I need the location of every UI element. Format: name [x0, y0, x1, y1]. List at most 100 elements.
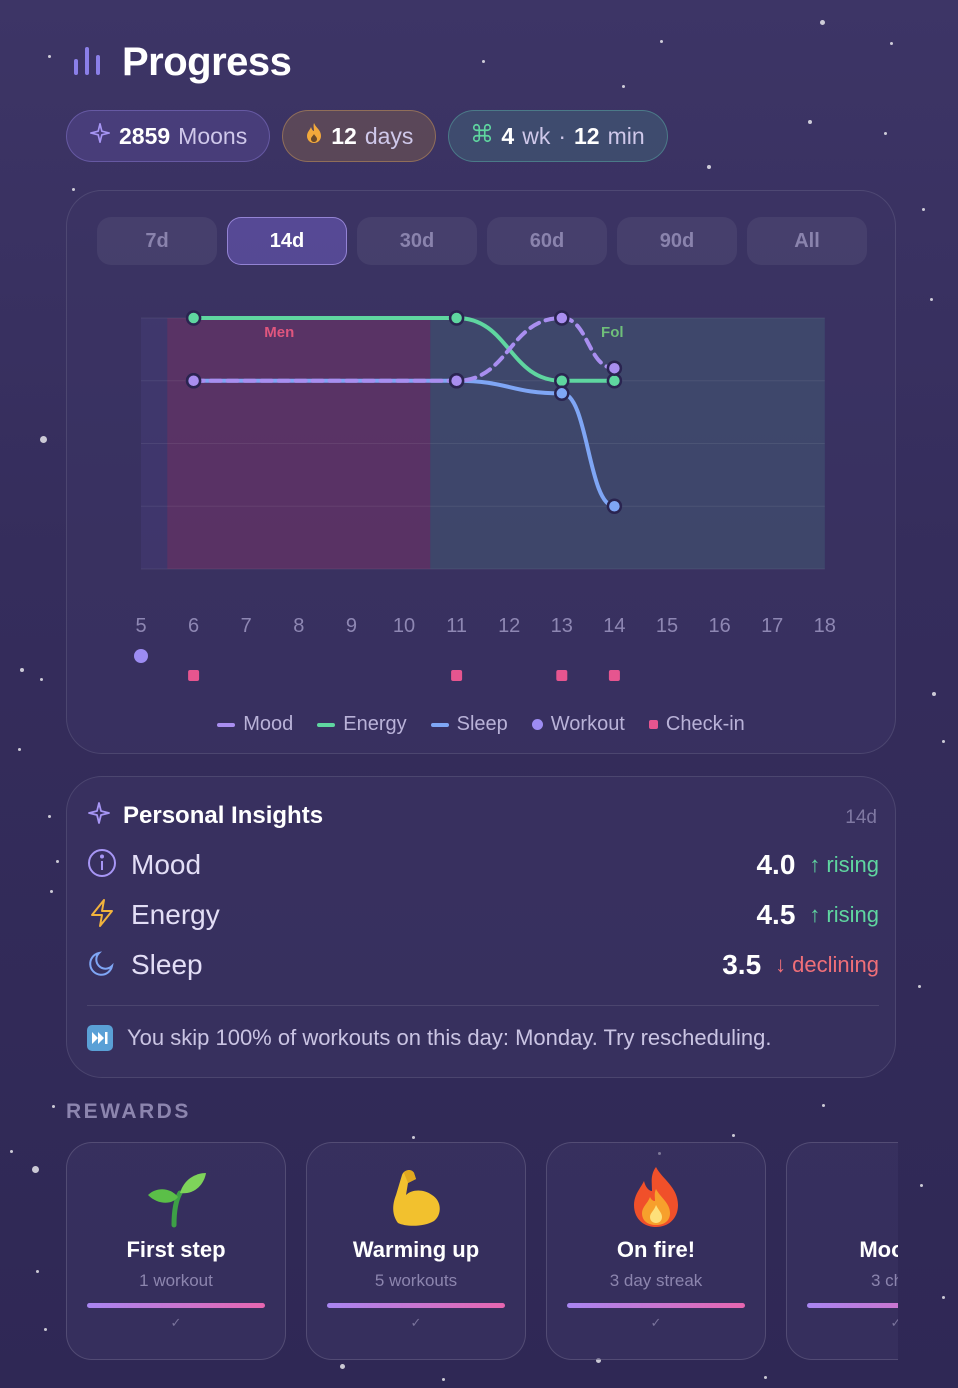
- reward-subtitle: 3 chec: [870, 1271, 898, 1290]
- sparkle-icon: [87, 801, 111, 830]
- star: [40, 436, 47, 443]
- page-title: Progress: [122, 40, 292, 84]
- trend-chart: Men Fol 5 6 7 8 9 10 11 12 13 14 15 16 17 18: [134, 310, 836, 681]
- metric-mood: Mood 4.0 ↑ rising: [87, 845, 879, 885]
- insights-period: 14d: [845, 807, 877, 828]
- reward-card[interactable]: First step 1 workout ✓: [66, 1142, 286, 1360]
- range-button-30d[interactable]: 30d: [357, 217, 477, 265]
- range-button-14d[interactable]: 14d: [227, 217, 347, 265]
- flame-icon: [305, 122, 323, 150]
- x-tick-label: 16: [708, 615, 730, 637]
- reward-subtitle: 5 workouts: [374, 1271, 458, 1290]
- x-tick-label: 5: [135, 615, 146, 637]
- x-tick-label: 9: [346, 615, 357, 637]
- legend-swatch: [217, 722, 236, 727]
- insights-card: Personal Insights 14d Mood 4.0 ↑ rising …: [66, 776, 896, 1078]
- data-point-energy: [448, 310, 465, 326]
- legend-checkin: Check-in: [648, 713, 745, 736]
- fire-icon: [547, 1165, 765, 1229]
- checkin-marker: [608, 670, 620, 681]
- reward-progress: [807, 1303, 898, 1308]
- plot-area: [141, 318, 825, 569]
- star: [660, 40, 663, 43]
- legend-workout: Workout: [531, 713, 625, 736]
- x-tick-label: 8: [293, 615, 304, 637]
- moons-label: Moons: [178, 122, 248, 149]
- reward-progress: [327, 1303, 505, 1308]
- check-icon: ✓: [650, 1315, 662, 1330]
- reward-title: First step: [126, 1237, 226, 1262]
- metric-trend: ↑ rising: [809, 902, 879, 928]
- workout-marker: [134, 649, 148, 663]
- star: [820, 20, 825, 25]
- legend-energy: Energy: [317, 713, 407, 736]
- star: [36, 1270, 39, 1273]
- reward-progress: [87, 1303, 265, 1308]
- star: [340, 1364, 345, 1369]
- time-minutes: 12: [574, 122, 600, 149]
- check-icon: ✓: [170, 1315, 182, 1330]
- streak-chip[interactable]: 12 days: [282, 110, 437, 162]
- reward-card[interactable]: Moon r 3 chec ✓: [786, 1142, 898, 1360]
- check-icon: ✓: [890, 1315, 898, 1330]
- star: [707, 165, 711, 169]
- time-chip[interactable]: 4 wk · 12 min: [448, 110, 668, 162]
- reward-title: Warming up: [352, 1237, 480, 1262]
- star: [764, 1376, 767, 1379]
- rewards-heading: REWARDS: [66, 1100, 191, 1123]
- data-point-mood: [185, 373, 202, 389]
- metric-name: Mood: [131, 849, 202, 880]
- star: [808, 120, 812, 124]
- reward-card[interactable]: On fire! 3 day streak ✓: [546, 1142, 766, 1360]
- streak-value: 12: [331, 122, 357, 149]
- time-separator: ·: [558, 122, 566, 149]
- seedling-icon: [67, 1165, 285, 1229]
- arrow-up-icon: ↑: [809, 902, 821, 927]
- range-button-all[interactable]: All: [747, 217, 867, 265]
- lightning-icon: [87, 898, 117, 933]
- moons-chip[interactable]: 2859 Moons: [66, 110, 271, 162]
- x-tick-label: 10: [393, 615, 415, 637]
- insight-tip: You skip 100% of workouts on this day: M…: [87, 1025, 879, 1051]
- star: [884, 132, 887, 135]
- metric-trend: ↑ rising: [809, 852, 879, 878]
- rewards-carousel[interactable]: First step 1 workout ✓ Warming up 5 work…: [66, 1142, 898, 1362]
- range-button-90d[interactable]: 90d: [617, 217, 737, 265]
- star: [622, 85, 625, 88]
- time-minutes-label: min: [607, 122, 645, 149]
- reward-card[interactable]: Warming up 5 workouts ✓: [306, 1142, 526, 1360]
- star: [52, 1105, 55, 1108]
- metric-name: Energy: [131, 899, 220, 930]
- star: [482, 60, 485, 63]
- sparkle-icon: [89, 122, 111, 150]
- legend-sleep: Sleep: [430, 713, 508, 736]
- x-tick-label: 6: [188, 615, 199, 637]
- checkin-marker: [451, 670, 463, 681]
- star: [920, 1184, 923, 1187]
- data-point-sleep: [554, 385, 570, 402]
- reward-subtitle: 1 workout: [139, 1271, 213, 1290]
- data-point-energy: [554, 373, 570, 389]
- check-icon: ✓: [410, 1315, 422, 1330]
- range-button-60d[interactable]: 60d: [487, 217, 607, 265]
- checkin-marker: [556, 670, 568, 681]
- range-button-7d[interactable]: 7d: [97, 217, 217, 265]
- crescent-moon-icon: [787, 1165, 898, 1229]
- star: [932, 692, 936, 696]
- star: [918, 985, 921, 988]
- phase-label: Fol: [601, 324, 624, 341]
- trend-label: rising: [826, 902, 879, 927]
- metric-value: 4.5: [756, 899, 796, 930]
- star: [890, 42, 893, 45]
- phase-label: Men: [264, 324, 294, 341]
- star: [40, 678, 43, 681]
- star: [18, 748, 21, 751]
- x-tick-label: 15: [656, 615, 678, 637]
- insights-title: Personal Insights: [123, 801, 324, 829]
- reward-subtitle: 3 day streak: [609, 1271, 703, 1290]
- arrow-up-icon: ↑: [809, 852, 821, 877]
- data-point-sleep: [606, 498, 623, 514]
- x-tick-label: 7: [241, 615, 252, 637]
- star: [942, 1296, 945, 1299]
- info-icon: [87, 848, 117, 883]
